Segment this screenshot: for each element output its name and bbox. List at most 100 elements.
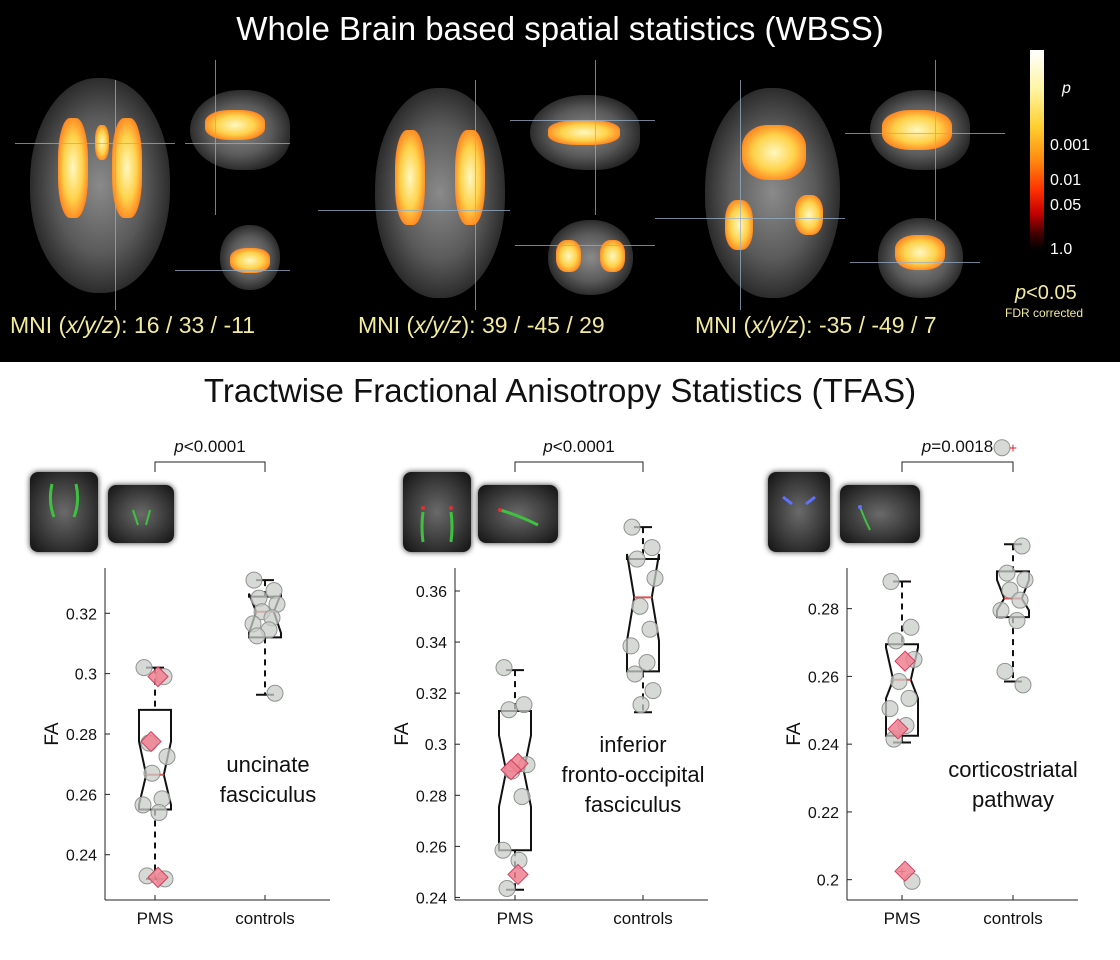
activation-blob [795,195,823,235]
highlighted-point [147,866,169,889]
crosshair-line [215,60,216,215]
x-tick-label: controls [613,909,673,928]
activation-blob [882,110,952,150]
data-point [638,653,656,671]
x-tick-label: PMS [497,909,534,928]
activation-blob [455,130,485,225]
tract-name-label: uncinate [226,752,309,777]
data-point [628,550,646,568]
data-point [993,439,1011,457]
notched-box [498,710,532,852]
x-tick-label: controls [235,909,295,928]
data-point [150,803,168,821]
activation-blob [230,248,270,273]
outlier-marker: + [1009,440,1017,456]
data-point [643,539,661,557]
data-point [644,682,662,700]
data-point [143,764,161,782]
tract-thumbnail-coronal [108,485,174,543]
boxplot-ifof: 0.24 0.26 0.28 0.3 0.32 0.34 0.36 FA PMS controls… [392,437,708,928]
y-tick-label: 0.2 [817,873,839,890]
tract-thumbnail-axial [30,472,98,552]
tract-name-label: fasciculus [585,792,682,817]
x-tick-label: PMS [137,909,174,928]
activation-blob [112,118,142,218]
p-value-colorbar [1030,50,1044,250]
activation-blob [58,118,88,218]
tfas-chart-2: 0.24 0.26 0.28 0.3 0.32 0.34 0.36 FA PMS controls… [375,420,735,955]
crosshair-line [510,120,655,121]
y-tick-label: 0.24 [808,737,839,754]
significance-label: p<0.0001 [542,437,614,456]
data-point [626,665,644,683]
data-point [641,620,659,638]
x-tick-label: PMS [884,909,921,928]
data-point [248,627,266,645]
crosshair-line [185,143,290,144]
data-point [622,637,640,655]
crosshair-line [850,262,980,263]
data-point [134,796,152,814]
tract-name-label: pathway [972,787,1054,812]
y-tick-label: 0.26 [808,669,839,686]
data-point [890,672,908,690]
y-tick-label: 0.36 [416,584,447,601]
data-point [498,880,516,898]
wbss-title: Whole Brain based spatial statistics (WB… [236,10,884,47]
y-tick-label: 0.22 [808,805,839,822]
tfas-chart-3: 0.2 0.22 0.24 0.26 0.28 FA PMS controls p=0.0018… [745,420,1105,955]
significance-bracket [901,461,1014,472]
y-tick-label: 0.3 [75,667,97,684]
y-axis-label: FA [392,722,413,746]
y-tick-label: 0.28 [416,788,447,805]
highlighted-point [894,650,916,672]
data-point [158,748,176,766]
significance-bracket [514,461,644,472]
colorbar-tick: 0.01 [1050,172,1082,189]
tract-thumbnail-sagittal [840,485,920,543]
y-tick-label: 0.24 [66,848,97,865]
data-point [882,573,900,591]
tract-name-label: inferior [599,732,666,757]
activation-blob [725,200,753,250]
x-tick-label: controls [983,909,1043,928]
data-point [623,518,641,536]
tract-thumbnail-sagittal [478,485,558,543]
significance-label: p=0.0018 [921,437,993,456]
data-point [1013,537,1031,555]
tract-name-label: corticostriatal [948,757,1078,782]
y-tick-label: 0.34 [416,635,447,652]
data-point [900,689,918,707]
data-point [632,696,650,714]
crosshair-line [845,133,1005,134]
crosshair-line [515,245,655,246]
tract-name-label: fasciculus [220,782,317,807]
notched-box [626,553,660,673]
notched-box [885,643,919,737]
crosshair-line [15,143,175,144]
data-point [266,684,284,702]
boxplot-corticostriatal: 0.2 0.22 0.24 0.26 0.28 FA PMS controls p=0.0018… [784,437,1078,928]
brain-axial-3 [705,88,840,298]
crosshair-line [475,80,476,310]
data-point [1011,591,1029,609]
y-tick-label: 0.32 [416,686,447,703]
data-point [902,618,920,636]
highlighted-point [500,759,522,781]
significance-bracket [154,461,266,472]
data-point [245,571,263,589]
threshold-label: p<0.05 [1015,282,1077,304]
crosshair-line [175,270,290,271]
y-tick-label: 0.32 [66,606,97,623]
data-point [1016,571,1034,589]
y-tick-label: 0.26 [66,787,97,804]
highlighted-point [507,863,529,886]
tract-thumbnail-axial [403,472,471,552]
colorbar-tick: 1.0 [1050,241,1073,258]
tract-name-label: fronto-occipital [561,762,704,787]
colorbar-label: p [1062,80,1071,97]
y-tick-label: 0.26 [416,839,447,856]
data-point [1008,612,1026,630]
crosshair-line [935,60,936,220]
data-point [500,701,518,719]
